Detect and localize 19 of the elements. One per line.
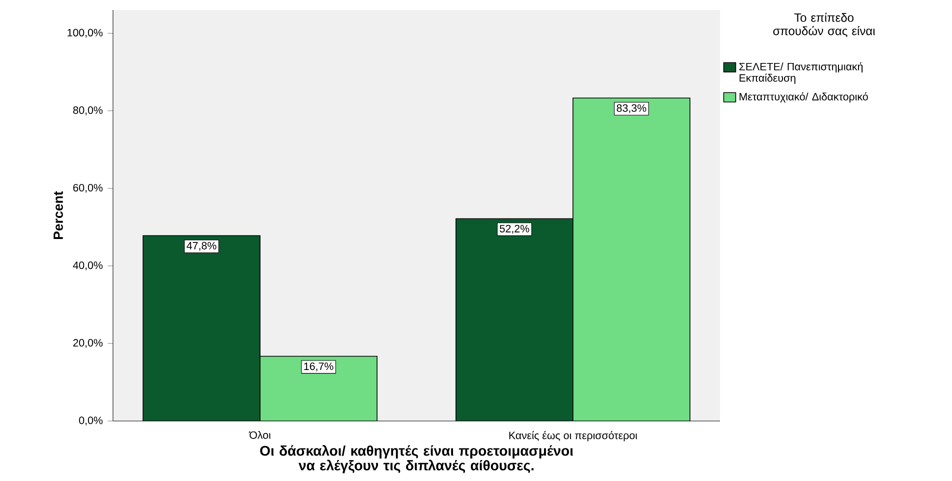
legend-label: ΣΕΛΕΤΕ/ Πανεπιστημιακή Εκπαίδευση: [739, 62, 863, 84]
y-tick-label: 100,0%: [68, 28, 103, 38]
y-tick-label: 40,0%: [72, 261, 103, 270]
legend-title: Το επίπεδο σπουδών σας είναι: [773, 12, 875, 37]
legend-label: Μεταπτυχιακό/ Διδακτορικό: [740, 92, 868, 102]
x-tick-label: Κανείς έως οι περισσότεροι: [509, 430, 638, 442]
y-tick-label: 80,0%: [73, 106, 103, 116]
bar: [572, 97, 690, 421]
y-axis-title: Percent: [54, 191, 63, 239]
data-label: 52,2%: [500, 224, 530, 234]
data-label: 83,3%: [616, 104, 646, 113]
x-axis-title: Οι δάσκαλοι/ καθηγητές είναι προετοιμασμένοι να ελέγξουν τις διπλανές αίθουσες.: [260, 444, 573, 474]
data-label: 47,8%: [186, 242, 216, 251]
bar: [260, 356, 378, 421]
x-tick-label: Όλοι: [248, 430, 271, 439]
y-tick-label: 60,0%: [73, 184, 103, 193]
y-tick-label: 20,0%: [73, 338, 103, 348]
y-tick-label: 0,0%: [79, 416, 103, 426]
data-label: 16,7%: [304, 362, 334, 372]
